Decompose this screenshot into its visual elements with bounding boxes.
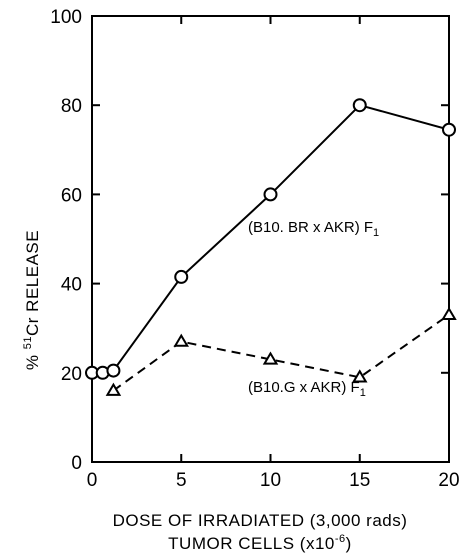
x-tick-label-20: 20 (438, 470, 459, 491)
series-0-line (92, 104, 450, 374)
x-axis-title-line2-exp: -6 (335, 533, 346, 545)
series-label-br-sub: 1 (373, 227, 379, 239)
x-axis-title-line2: TUMOR CELLS (x10-6) (168, 533, 352, 553)
series-1-point-2 (262, 351, 279, 365)
y-axis-title-prefix: % (23, 349, 42, 370)
series-0-point-4 (263, 187, 278, 202)
y-tick-label-60: 60 (61, 185, 82, 206)
series-1-point-4 (441, 306, 457, 321)
series-0-point-3 (174, 269, 189, 284)
x-tick-label-10: 10 (260, 470, 281, 491)
series-0-point-2 (106, 363, 121, 378)
ticks: 0 5 10 15 20 0 20 40 60 80 100 (50, 7, 459, 491)
x-tick-label-15: 15 (349, 470, 370, 491)
series-0-point-5 (352, 98, 367, 113)
y-tick-label-40: 40 (61, 275, 82, 296)
y-tick-label-0: 0 (71, 453, 82, 474)
y-tick-label-100: 100 (50, 7, 82, 28)
series-1-point-1 (173, 333, 189, 347)
y-axis-title-suffix: Cr RELEASE (23, 230, 42, 336)
series-1-point-3 (352, 369, 368, 383)
series-1-point-0 (105, 382, 122, 396)
y-tick-label-20: 20 (61, 364, 82, 385)
x-axis-title-line2-prefix: TUMOR CELLS (x10 (168, 534, 335, 553)
x-tick-label-0: 0 (87, 470, 98, 491)
x-axis-title-line1: DOSE OF IRRADIATED (3,000 rads) (113, 511, 408, 530)
series-0-point-6 (442, 122, 456, 137)
y-tick-label-80: 80 (61, 96, 82, 117)
x-tick-label-5: 5 (176, 470, 187, 491)
series-label-br-main: (B10. BR x AKR) F (248, 219, 373, 236)
series-layer (85, 98, 457, 396)
series-label-g-main: (B10.G x AKR) F (248, 379, 360, 396)
series-label-g: (B10.G x AKR) F1 (248, 379, 366, 399)
series-label-br: (B10. BR x AKR) F1 (248, 219, 379, 239)
x-axis-title-line2-suffix: ) (346, 534, 352, 553)
y-axis-title-sup: 51 (22, 336, 34, 349)
series-1-line (112, 313, 450, 392)
series-label-g-sub: 1 (360, 387, 366, 399)
y-axis-title: % 51Cr RELEASE (22, 230, 42, 370)
